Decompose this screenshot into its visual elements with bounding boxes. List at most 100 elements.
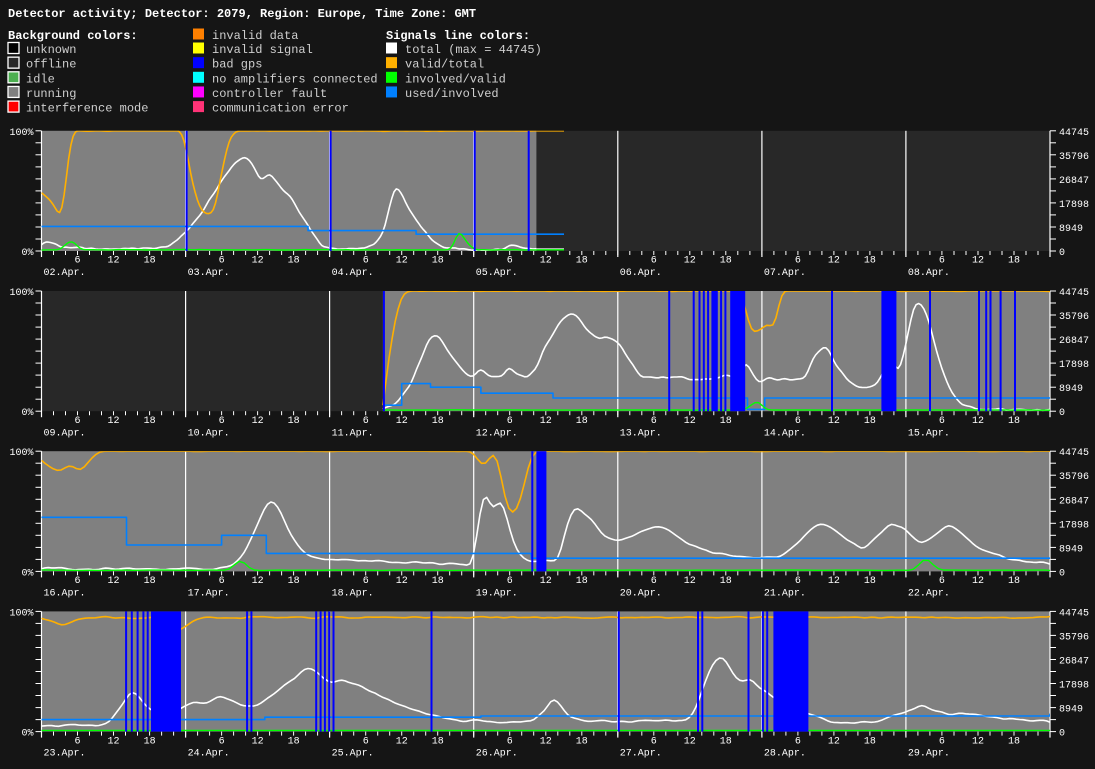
svg-text:12: 12 <box>107 416 119 427</box>
svg-text:18: 18 <box>288 736 300 747</box>
svg-text:15.Apr.: 15.Apr. <box>908 428 950 439</box>
svg-text:35796: 35796 <box>1059 632 1089 643</box>
svg-text:18: 18 <box>1008 416 1020 427</box>
svg-text:14.Apr.: 14.Apr. <box>764 428 806 439</box>
svg-text:18: 18 <box>288 256 300 267</box>
svg-text:35796: 35796 <box>1059 472 1089 483</box>
svg-text:04.Apr.: 04.Apr. <box>332 268 374 279</box>
svg-text:6: 6 <box>795 736 801 747</box>
svg-text:18: 18 <box>864 256 876 267</box>
svg-text:09.Apr.: 09.Apr. <box>44 428 86 439</box>
svg-text:18: 18 <box>576 256 588 267</box>
svg-text:27.Apr.: 27.Apr. <box>620 749 662 760</box>
svg-text:26847: 26847 <box>1059 496 1089 507</box>
svg-text:0: 0 <box>1059 408 1065 419</box>
svg-text:12: 12 <box>252 736 264 747</box>
svg-text:12: 12 <box>396 576 408 587</box>
svg-text:6: 6 <box>651 576 657 587</box>
svg-text:18: 18 <box>288 416 300 427</box>
svg-text:18: 18 <box>1008 256 1020 267</box>
svg-text:17898: 17898 <box>1059 520 1089 531</box>
svg-text:12: 12 <box>684 416 696 427</box>
svg-text:6: 6 <box>363 416 369 427</box>
svg-text:18: 18 <box>720 256 732 267</box>
svg-text:6: 6 <box>795 256 801 267</box>
svg-text:02.Apr.: 02.Apr. <box>44 268 86 279</box>
svg-text:20.Apr.: 20.Apr. <box>620 589 662 600</box>
svg-text:17898: 17898 <box>1059 360 1089 371</box>
svg-text:18: 18 <box>144 736 156 747</box>
svg-text:19.Apr.: 19.Apr. <box>476 589 518 600</box>
svg-text:18: 18 <box>1008 576 1020 587</box>
svg-text:6: 6 <box>939 736 945 747</box>
svg-text:12: 12 <box>684 256 696 267</box>
svg-text:6: 6 <box>939 256 945 267</box>
svg-text:12: 12 <box>396 256 408 267</box>
svg-text:100%: 100% <box>9 448 33 459</box>
svg-text:0: 0 <box>1059 729 1065 740</box>
svg-text:6: 6 <box>219 256 225 267</box>
svg-text:8949: 8949 <box>1059 544 1083 555</box>
svg-text:Background colors:: Background colors: <box>8 29 138 43</box>
svg-text:6: 6 <box>651 256 657 267</box>
svg-text:16.Apr.: 16.Apr. <box>44 589 86 600</box>
svg-text:12: 12 <box>252 576 264 587</box>
svg-text:26.Apr.: 26.Apr. <box>476 749 518 760</box>
svg-text:12: 12 <box>684 576 696 587</box>
svg-text:100%: 100% <box>9 608 33 619</box>
svg-text:Detector activity; Detector: 2: Detector activity; Detector: 2079, Regio… <box>8 7 476 21</box>
svg-text:24.Apr.: 24.Apr. <box>188 749 230 760</box>
svg-text:8949: 8949 <box>1059 224 1083 235</box>
svg-text:6: 6 <box>74 256 80 267</box>
svg-text:0%: 0% <box>21 408 33 419</box>
svg-text:invalid data: invalid data <box>212 29 298 43</box>
svg-text:44745: 44745 <box>1059 288 1089 299</box>
svg-text:17.Apr.: 17.Apr. <box>188 589 230 600</box>
svg-text:05.Apr.: 05.Apr. <box>476 268 518 279</box>
svg-text:6: 6 <box>939 576 945 587</box>
svg-text:6: 6 <box>219 576 225 587</box>
svg-text:6: 6 <box>939 416 945 427</box>
svg-text:running: running <box>26 87 76 101</box>
svg-text:0: 0 <box>1059 568 1065 579</box>
svg-text:6: 6 <box>74 576 80 587</box>
svg-text:18: 18 <box>720 416 732 427</box>
svg-text:18: 18 <box>864 416 876 427</box>
svg-text:35796: 35796 <box>1059 312 1089 323</box>
svg-text:6: 6 <box>363 576 369 587</box>
svg-text:18: 18 <box>576 736 588 747</box>
svg-text:29.Apr.: 29.Apr. <box>908 749 950 760</box>
svg-text:6: 6 <box>74 416 80 427</box>
svg-text:100%: 100% <box>9 128 33 139</box>
svg-text:18: 18 <box>864 736 876 747</box>
svg-text:12: 12 <box>684 736 696 747</box>
svg-text:12: 12 <box>107 736 119 747</box>
svg-text:interference mode: interference mode <box>26 102 148 116</box>
svg-text:18: 18 <box>144 416 156 427</box>
svg-text:18: 18 <box>144 576 156 587</box>
svg-text:idle: idle <box>26 72 55 86</box>
svg-text:13.Apr.: 13.Apr. <box>620 428 662 439</box>
svg-text:invalid signal: invalid signal <box>212 43 313 57</box>
svg-text:08.Apr.: 08.Apr. <box>908 268 950 279</box>
svg-text:18: 18 <box>576 416 588 427</box>
svg-text:8949: 8949 <box>1059 384 1083 395</box>
svg-text:18: 18 <box>432 736 444 747</box>
svg-text:6: 6 <box>651 736 657 747</box>
svg-text:18.Apr.: 18.Apr. <box>332 589 374 600</box>
svg-text:17898: 17898 <box>1059 681 1089 692</box>
svg-text:18: 18 <box>576 576 588 587</box>
svg-text:12: 12 <box>396 416 408 427</box>
svg-text:communication error: communication error <box>212 102 349 116</box>
svg-text:26847: 26847 <box>1059 657 1089 668</box>
svg-text:12: 12 <box>972 416 984 427</box>
svg-text:12.Apr.: 12.Apr. <box>476 428 518 439</box>
svg-text:44745: 44745 <box>1059 448 1089 459</box>
svg-text:18: 18 <box>1008 736 1020 747</box>
svg-text:6: 6 <box>507 416 513 427</box>
svg-text:12: 12 <box>540 256 552 267</box>
svg-text:18: 18 <box>432 256 444 267</box>
svg-text:12: 12 <box>828 256 840 267</box>
svg-text:44745: 44745 <box>1059 128 1089 139</box>
svg-text:8949: 8949 <box>1059 705 1083 716</box>
